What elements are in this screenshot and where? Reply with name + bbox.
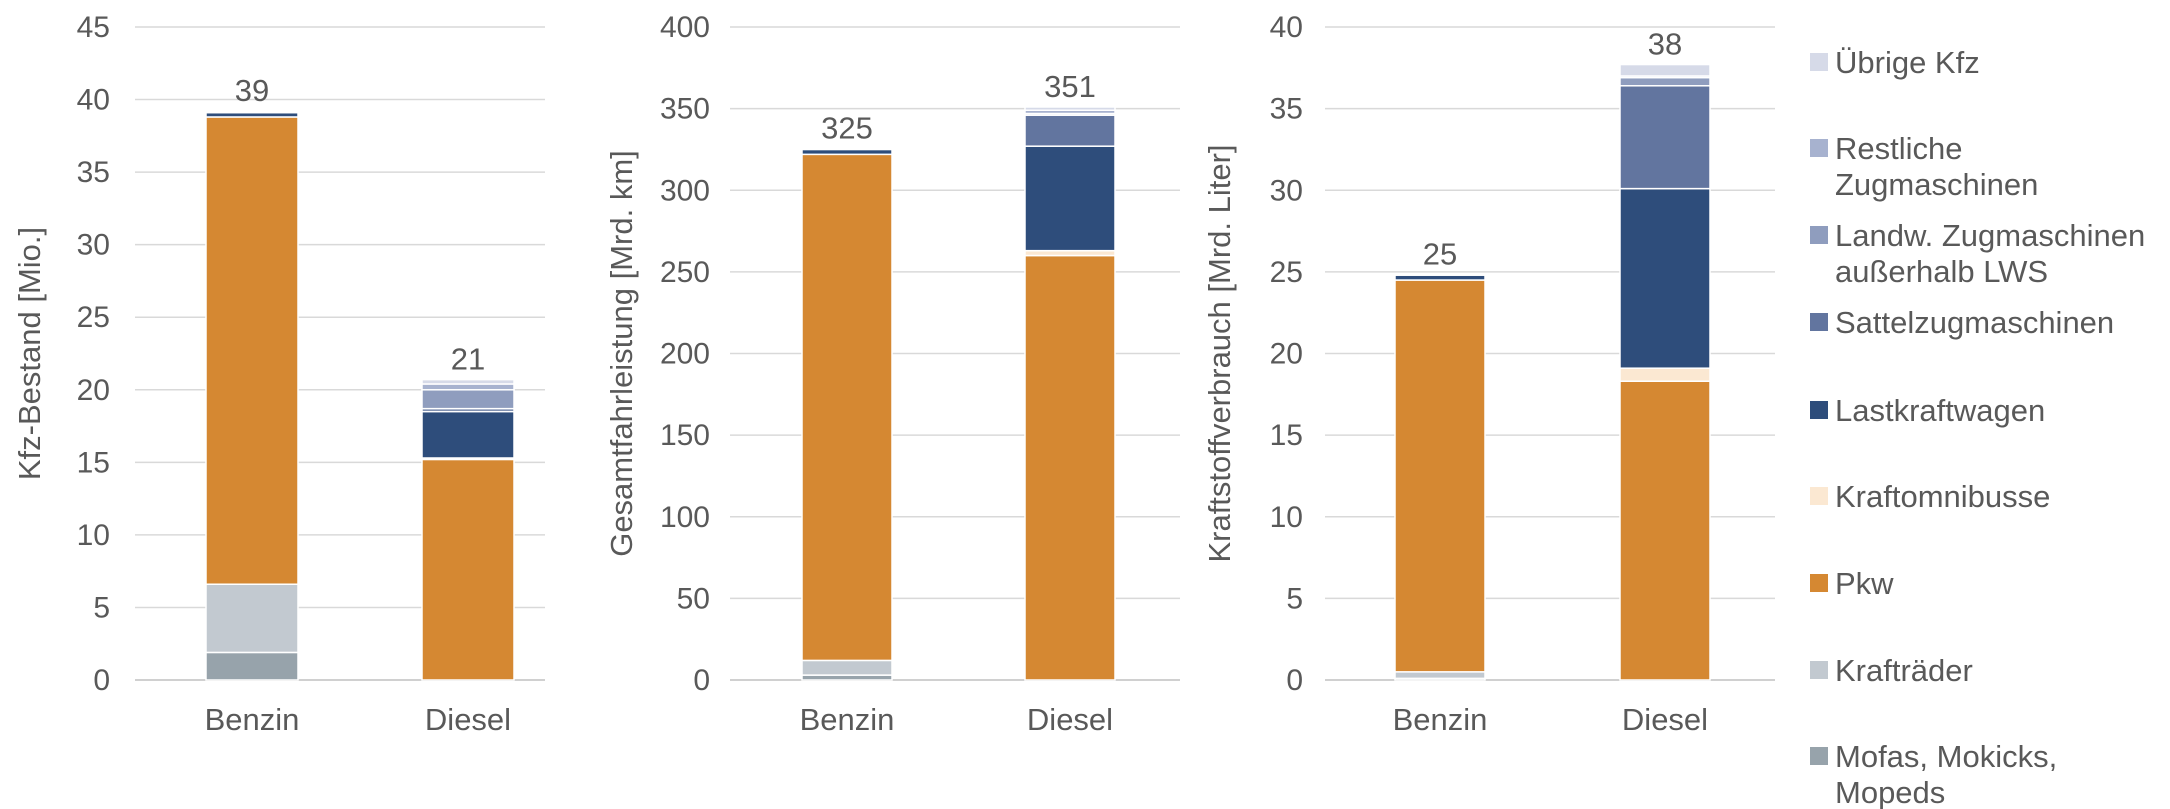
bar-total-label: 38 [1648, 27, 1682, 62]
legend-swatch-pkw [1810, 574, 1828, 592]
y-tick-label: 200 [660, 338, 710, 371]
legend-swatch-restliche [1810, 139, 1828, 157]
y-tick-label: 35 [1270, 93, 1303, 126]
legend-swatch-lkw [1810, 401, 1828, 419]
bar-segment-lkw [421, 410, 515, 459]
legend-label-mofas: Mofas, Mokicks, [1835, 739, 2057, 774]
bar-segment-pkw [421, 458, 515, 681]
legend-swatch-uebrige [1810, 53, 1828, 71]
legend-label-sattel: Sattelzugmaschinen [1835, 305, 2114, 340]
y-tick-label: 25 [77, 301, 110, 334]
y-tick-label: 5 [93, 591, 110, 624]
y-tick-label: 40 [1270, 11, 1303, 44]
bar-segment-kraftraeder [205, 583, 299, 654]
legend-swatch-bus [1810, 487, 1828, 505]
legend-swatch-kraftraeder [1810, 661, 1828, 679]
y-tick-label: 50 [677, 582, 710, 615]
bar-segment-mofas [205, 651, 299, 681]
legend-label-mofas: Mopeds [1835, 775, 1945, 809]
x-category-label: Diesel [425, 702, 511, 737]
bar-segment-pkw [1024, 254, 1116, 681]
bar-segment-pkw [1394, 279, 1486, 673]
x-category-label: Diesel [1027, 702, 1113, 737]
y-tick-label: 30 [77, 229, 110, 262]
bar-segment-lkw [1024, 145, 1116, 252]
bar-segment-sattel [1619, 85, 1711, 190]
y-tick-label: 350 [660, 93, 710, 126]
bar-segment-pkw [801, 153, 893, 662]
legend-swatch-sattel [1810, 313, 1828, 331]
y-tick-label: 300 [660, 174, 710, 207]
chart-panel-3: 0 5 10 15 20 25 30 35 40 Kraftstoffverbrauch [Mrd… [1202, 11, 1775, 737]
bar-total-label: 21 [451, 342, 485, 377]
x-category-label: Benzin [800, 702, 895, 737]
y-tick-label: 10 [1270, 501, 1303, 534]
y-tick-label: 15 [77, 446, 110, 479]
bar-segment-landw [1619, 76, 1711, 87]
x-category-label: Benzin [205, 702, 300, 737]
bar-segment-uebrige [421, 378, 515, 385]
y-tick-label: 25 [1270, 256, 1303, 289]
y-tick-label: 10 [77, 519, 110, 552]
bar-segment-restliche [421, 383, 515, 391]
legend-label-landw: außerhalb LWS [1835, 254, 2048, 289]
y-tick-label: 40 [77, 84, 110, 117]
legend-label-restliche: Zugmaschinen [1835, 167, 2038, 202]
y-axis-label: Kraftstoffverbrauch [Mrd. Liter] [1202, 144, 1237, 562]
y-tick-label: 20 [1270, 338, 1303, 371]
y-tick-label: 45 [77, 11, 110, 44]
bar-segment-uebrige [1024, 106, 1116, 112]
y-axis-label: Gesamtfahrleistung [Mrd. km] [604, 150, 639, 557]
legend-label-lkw: Lastkraftwagen [1835, 393, 2045, 428]
bar-total-label: 39 [235, 73, 269, 108]
legend-label-uebrige: Übrige Kfz [1835, 45, 1980, 80]
y-tick-label: 150 [660, 419, 710, 452]
x-category-label: Benzin [1393, 702, 1488, 737]
y-tick-label: 20 [77, 374, 110, 407]
legend-label-landw: Landw. Zugmaschinen [1835, 218, 2145, 253]
bar-total-label: 325 [821, 111, 873, 146]
legend-label-pkw: Pkw [1835, 566, 1894, 601]
x-category-label: Diesel [1622, 702, 1708, 737]
y-tick-label: 100 [660, 501, 710, 534]
y-tick-label: 0 [1286, 664, 1303, 697]
bar-segment-uebrige [205, 110, 299, 114]
chart-panel-2: 0 50 100 150 200 250 300 350 400 Gesamtfahrleistu… [604, 11, 1180, 737]
legend-swatch-landw [1810, 226, 1828, 244]
y-tick-label: 5 [1286, 582, 1303, 615]
y-axis-label: Kfz-Bestand [Mio.] [12, 227, 47, 480]
bar-segment-uebrige [1619, 63, 1711, 77]
bar-total-label: 25 [1423, 236, 1457, 271]
y-tick-label: 0 [693, 664, 710, 697]
y-tick-label: 30 [1270, 174, 1303, 207]
bar-segment-pkw [205, 116, 299, 585]
bar-segment-landw [421, 389, 515, 410]
bar-segment-uebrige [801, 147, 893, 151]
y-tick-label: 15 [1270, 419, 1303, 452]
legend-label-kraftraeder: Krafträder [1835, 653, 1973, 688]
y-tick-label: 400 [660, 11, 710, 44]
y-tick-label: 250 [660, 256, 710, 289]
legend-label-restliche: Restliche [1835, 131, 1963, 166]
legend-swatch-mofas [1810, 747, 1828, 765]
bar-segment-lkw [1619, 187, 1711, 369]
bar-segment-kraftraeder [1394, 671, 1486, 680]
bar-segment-sattel [1024, 114, 1116, 147]
y-tick-label: 0 [93, 664, 110, 697]
chart-panel-1: 0 5 10 15 20 25 30 35 40 45 Kfz-Bestand [Mio.] 39 Be… [12, 11, 545, 737]
bar-segment-pkw [1619, 380, 1711, 681]
bar-total-label: 351 [1044, 69, 1096, 104]
legend-label-bus: Kraftomnibusse [1835, 479, 2050, 514]
bar-segment-bus [1619, 367, 1711, 383]
bar-segment-uebrige [1394, 273, 1486, 276]
y-tick-label: 35 [77, 156, 110, 189]
bar-segment-kraftraeder [801, 659, 893, 676]
